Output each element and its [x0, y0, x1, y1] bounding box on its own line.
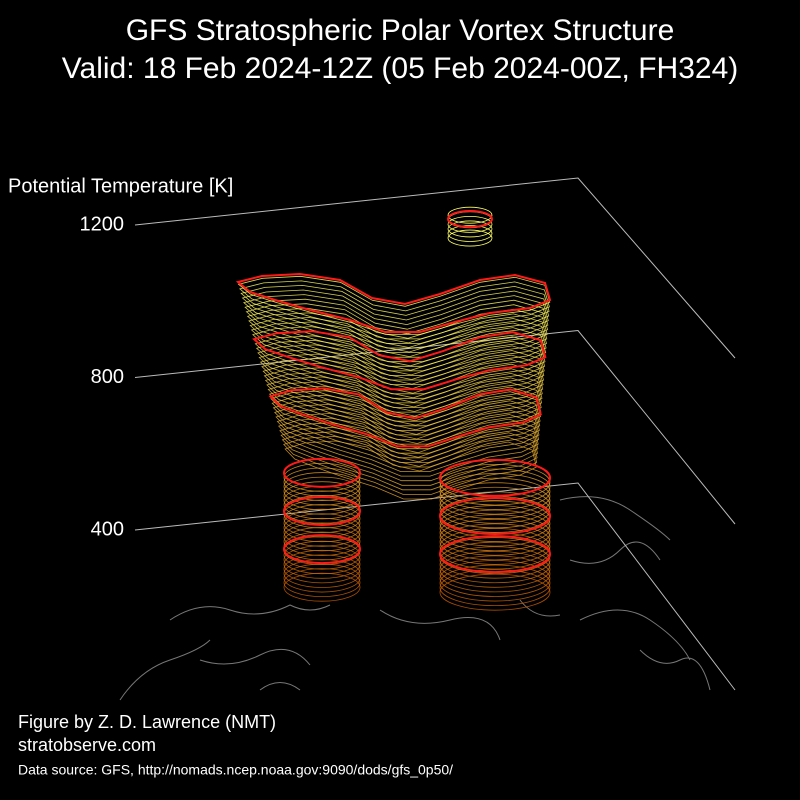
isentrope — [249, 317, 547, 376]
isentrope — [283, 563, 551, 602]
coastlines — [119, 496, 711, 701]
isentrope — [283, 554, 551, 593]
isentrope — [237, 275, 551, 335]
level-contour — [282, 457, 552, 497]
axis-label: Potential Temperature [K] — [8, 175, 233, 197]
isentrope — [241, 289, 550, 349]
z-tick-label: 400 — [91, 518, 124, 540]
isentrope — [283, 540, 551, 579]
isentrope — [447, 215, 493, 233]
chart-subtitle: Valid: 18 Feb 2024-12Z (05 Feb 2024-00Z,… — [62, 52, 739, 85]
isentrope — [239, 280, 550, 340]
isentrope — [283, 490, 551, 529]
isentrope — [283, 549, 551, 588]
website: stratobserve.com — [18, 735, 156, 755]
level-contour — [268, 387, 542, 448]
isentrope — [283, 476, 551, 515]
isentrope — [251, 326, 547, 385]
grid-line — [134, 329, 736, 525]
level-contour — [252, 330, 547, 391]
isentrope — [447, 206, 493, 224]
isentrope — [283, 522, 551, 561]
coastline — [119, 496, 711, 701]
credit: Figure by Z. D. Lawrence (NMT) — [18, 712, 276, 732]
isentrope — [246, 307, 548, 367]
isentrope — [244, 298, 549, 358]
grid-line — [134, 482, 736, 691]
chart-title: GFS Stratospheric Polar Vortex Structure — [126, 14, 675, 47]
isentrope — [283, 545, 551, 584]
isentrope — [283, 517, 551, 556]
level-contour — [446, 210, 494, 228]
data-source: Data source: GFS, http://nomads.ncep.noa… — [18, 762, 453, 778]
isentrope — [283, 572, 551, 611]
isentrope — [245, 303, 549, 363]
isentrope — [240, 284, 550, 344]
z-tick-label: 1200 — [80, 213, 125, 235]
isentrope — [283, 513, 551, 552]
isentrope — [283, 485, 551, 524]
level-contour — [282, 534, 552, 574]
z-tick-label: 800 — [91, 366, 124, 388]
isentrope — [283, 462, 551, 501]
level-contour — [235, 272, 552, 333]
isentrope — [250, 321, 547, 381]
isentrope — [283, 568, 551, 607]
grid-line — [134, 177, 736, 359]
level-contour — [282, 495, 552, 535]
isentrope — [248, 312, 548, 372]
isentrope — [283, 508, 551, 547]
